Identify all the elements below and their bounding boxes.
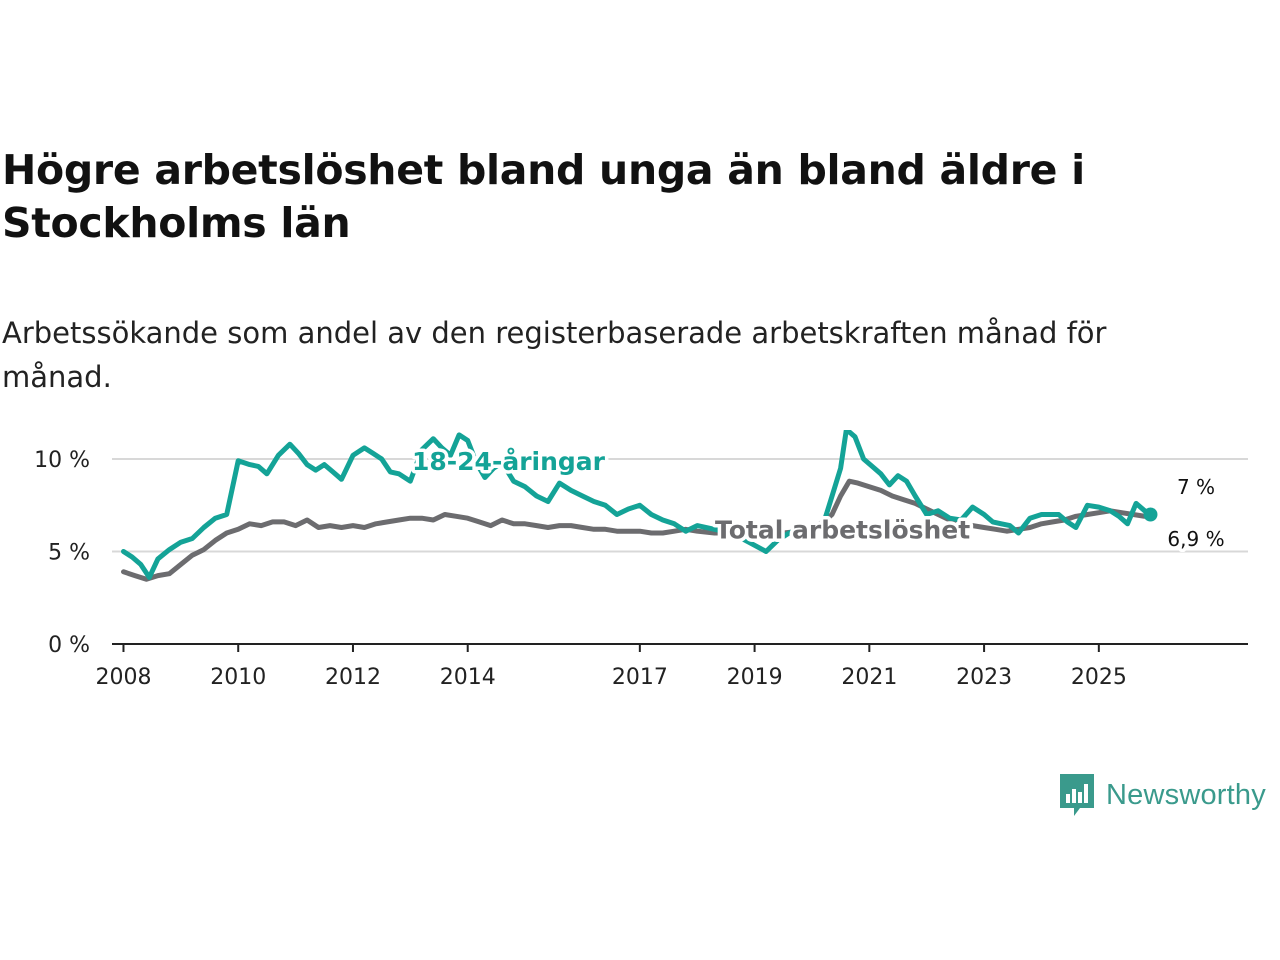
total-series-label: Total arbetslöshet <box>715 516 970 545</box>
total-end-value-label: 6,9 % <box>1167 527 1224 551</box>
x-tick-label: 2014 <box>440 665 496 690</box>
y-tick-label: 10 % <box>34 448 90 473</box>
x-tick-label: 2025 <box>1071 665 1127 690</box>
series-labels: 18-24-åringar Total arbetslöshet 7 % 6,9 % <box>409 444 1229 555</box>
x-tick-label: 2019 <box>727 665 783 690</box>
youth-end-point <box>1143 507 1158 522</box>
x-tick-label: 2023 <box>956 665 1012 690</box>
newsworthy-logo[interactable]: Newsworthy <box>1058 772 1266 818</box>
total-series-line <box>121 478 1153 582</box>
x-tick-label: 2017 <box>612 665 668 690</box>
y-axis-ticks: 0 % 5 % 10 % <box>34 448 90 658</box>
x-axis: 2008 2010 2012 2014 2017 2019 2021 2023 2025 <box>95 643 1248 690</box>
series-lines <box>121 430 1158 582</box>
brand-name: Newsworthy <box>1106 778 1266 811</box>
x-tick-label: 2008 <box>95 665 151 690</box>
bar-chart-icon <box>1060 774 1094 816</box>
chart-title: Högre arbetslöshet bland unga än bland ä… <box>2 146 1085 247</box>
x-tick-label: 2012 <box>325 665 381 690</box>
chart-subtitle: Arbetssökande som andel av den registerb… <box>2 316 1107 394</box>
youth-series-label: 18-24-åringar <box>412 447 606 476</box>
gridlines <box>112 458 1248 553</box>
line-chart: 0 %5 %10 % 2008 2010 2012 2014 2017 2019 2021 2… <box>34 430 1248 690</box>
youth-end-value-label: 7 % <box>1177 475 1215 499</box>
y-tick-label: 5 % <box>48 541 90 566</box>
x-tick-label: 2021 <box>841 665 897 690</box>
youth-series-line <box>121 430 1153 580</box>
y-tick-label: 0 % <box>48 633 90 658</box>
x-tick-label: 2010 <box>210 665 266 690</box>
